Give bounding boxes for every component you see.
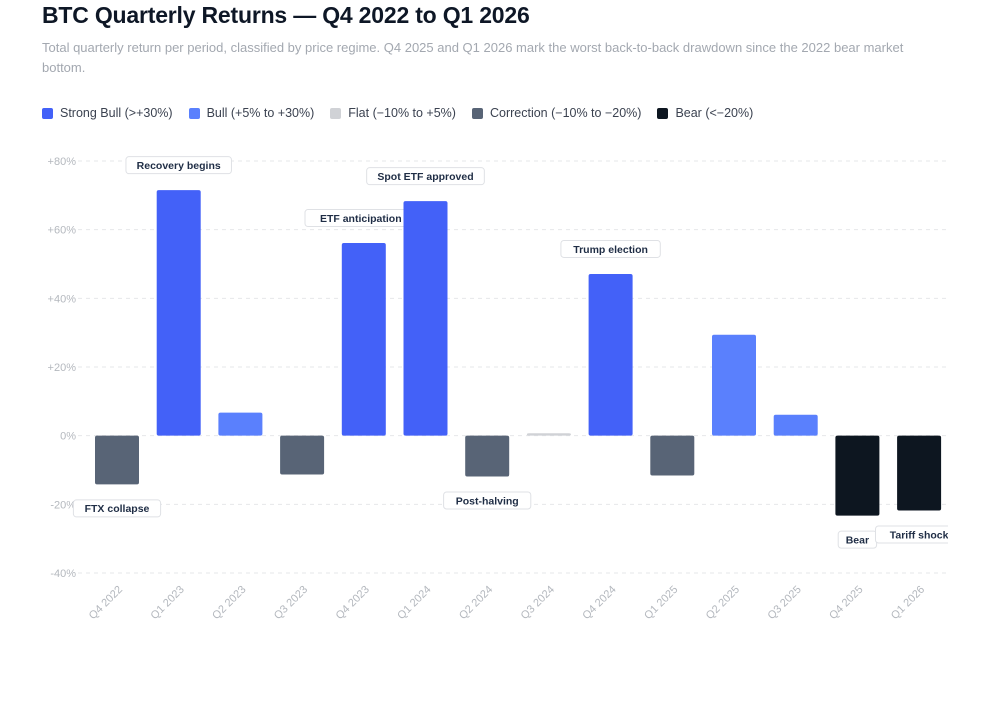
bar — [156, 190, 201, 436]
legend-label: Strong Bull (>+30%) — [60, 106, 173, 120]
legend-swatch — [188, 107, 200, 119]
legend-swatch — [330, 107, 342, 119]
y-tick-label: 0% — [60, 431, 76, 443]
annotation-label: Spot ETF approved — [377, 171, 473, 183]
bar — [95, 435, 139, 485]
annotation: Post-halving — [443, 491, 532, 510]
annotation: Trump election — [560, 239, 661, 258]
x-tick-label: Q1 2026 — [889, 584, 927, 622]
y-tick-label: +80% — [48, 156, 77, 168]
annotation-box — [125, 156, 232, 175]
annotation: Recovery begins — [125, 156, 232, 175]
legend: Strong Bull (>+30%) Bull (+5% to +30%) Fla… — [42, 106, 753, 120]
legend-label: Correction (−10% to −20%) — [489, 106, 642, 120]
bar — [526, 433, 571, 436]
annotation-box — [366, 167, 485, 186]
annotation-label: Bear — [846, 534, 869, 546]
annotation-box — [560, 239, 661, 258]
x-tick-label: Q3 2023 — [272, 584, 310, 622]
y-tick-label: -20% — [50, 499, 76, 511]
legend-item: Bull (+5% to +30%) — [188, 106, 315, 120]
x-tick-label: Q4 2023 — [334, 584, 372, 622]
legend-label: Flat (−10% to +5%) — [348, 106, 456, 120]
legend-label: Bull (+5% to +30%) — [206, 106, 315, 120]
annotation-box — [443, 491, 532, 510]
bar — [835, 435, 880, 516]
annotation-box — [72, 499, 162, 518]
legend-label: Bear (<−20%) — [675, 106, 754, 120]
annotation-box — [875, 525, 948, 544]
x-tick-label: Q4 2025 — [827, 584, 865, 622]
legend-swatch — [42, 107, 53, 119]
x-tick-label: Q1 2025 — [642, 584, 680, 622]
legend-item: Strong Bull (>+30%) — [42, 106, 173, 120]
legend-item: Flat (−10% to +5%) — [330, 106, 456, 120]
x-tick-label: Q3 2024 — [519, 584, 557, 622]
bar — [341, 243, 386, 436]
legend-item: Correction (−10% to −20%) — [471, 106, 642, 120]
y-tick-label: +60% — [48, 225, 77, 237]
bar — [650, 435, 695, 476]
y-tick-label: +40% — [48, 293, 77, 305]
annotation-label: Tariff shock — [890, 529, 949, 541]
legend-item: Bear (<−20%) — [657, 106, 753, 120]
annotation: Spot ETF approved — [366, 167, 485, 186]
annotation: FTX collapse — [72, 499, 162, 518]
x-tick-label: Q2 2023 — [210, 584, 248, 622]
bar — [773, 414, 818, 436]
bar — [280, 435, 325, 475]
x-tick-label: Q3 2025 — [765, 584, 803, 622]
annotation: ETF anticipation — [304, 209, 418, 228]
annotation-label: Recovery begins — [137, 160, 221, 172]
bar — [465, 435, 510, 477]
y-tick-label: -40% — [50, 568, 76, 580]
annotation-label: FTX collapse — [85, 503, 150, 515]
bar — [403, 201, 448, 436]
annotation: Tariff shock — [875, 525, 949, 544]
bar — [218, 412, 263, 436]
x-tick-label: Q4 2022 — [87, 584, 125, 622]
x-tick-label: Q1 2024 — [395, 584, 433, 622]
y-tick-label: +20% — [48, 362, 77, 374]
bar — [712, 334, 756, 436]
annotation-label: Trump election — [573, 244, 648, 256]
bar — [588, 273, 633, 436]
x-tick-label: Q2 2024 — [457, 584, 495, 622]
x-tick-label: Q1 2023 — [148, 584, 186, 622]
annotation: Bear — [837, 530, 878, 549]
x-tick-label: Q4 2024 — [580, 584, 618, 622]
chart-title: BTC Quarterly Returns — Q4 2022 to Q1 20… — [42, 2, 530, 28]
legend-swatch — [657, 107, 669, 119]
bar — [897, 435, 942, 511]
x-tick-label: Q2 2025 — [704, 584, 742, 622]
annotation-label: ETF anticipation — [320, 213, 402, 225]
annotation-label: Post-halving — [456, 495, 519, 507]
legend-swatch — [471, 107, 483, 119]
chart-subtitle: Total quarterly return per period, class… — [42, 40, 904, 75]
